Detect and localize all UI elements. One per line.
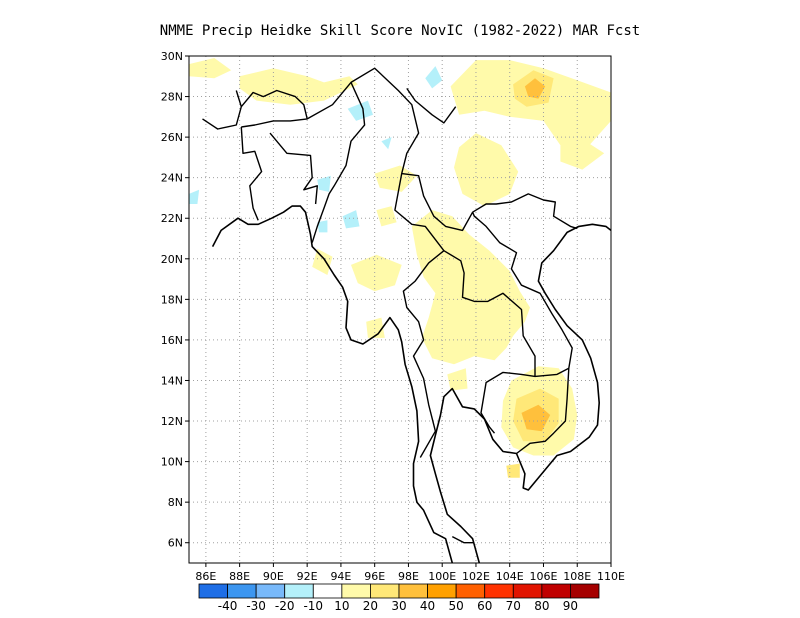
lat-tick-label-16: 16N — [161, 334, 183, 347]
skill-area-20-2 — [506, 463, 520, 478]
colorbar-swatch-13 — [570, 583, 600, 599]
lat-tick-label-20: 20N — [161, 253, 183, 266]
skill-area-neg10-3 — [342, 210, 360, 229]
colorbar-swatch-6 — [370, 583, 400, 599]
skill-area-neg10-0 — [347, 100, 373, 121]
skill-area-10-0 — [239, 68, 358, 105]
skill-area-10-1 — [189, 58, 232, 79]
lon-tick-label-106: 106E — [530, 570, 558, 583]
lat-tick-label-18: 18N — [161, 293, 183, 306]
lon-tick-label-92: 92E — [297, 570, 318, 583]
lon-tick-label-90: 90E — [263, 570, 284, 583]
skill-area-neg10-6 — [381, 137, 392, 150]
skill-area-10-10 — [376, 206, 397, 227]
border-line-1 — [269, 132, 318, 205]
colorbar-label-2: -20 — [275, 599, 295, 613]
skill-area-10-4 — [560, 141, 605, 170]
border-line-0 — [240, 126, 263, 221]
colorbar-label-1: -30 — [246, 599, 266, 613]
lon-tick-label-100: 100E — [428, 570, 456, 583]
skill-area-10-9 — [366, 317, 385, 338]
lon-tick-label-98: 98E — [398, 570, 419, 583]
graticule — [189, 56, 611, 563]
colorbar-swatch-5 — [341, 583, 371, 599]
skill-field-layer — [189, 58, 611, 478]
map-title: NMME Precip Heidke Skill Score NovIC (19… — [160, 23, 640, 39]
skill-area-10-6 — [411, 210, 530, 365]
colorbar-label-6: 30 — [391, 599, 406, 613]
colorbar-swatch-10 — [484, 583, 514, 599]
coastline — [211, 205, 611, 563]
lon-tick-label-108: 108E — [563, 570, 591, 583]
skill-area-30-0 — [524, 78, 546, 99]
colorbar-label-4: 10 — [334, 599, 349, 613]
colorbar-swatch-3 — [284, 583, 314, 599]
skill-area-neg10-1 — [425, 66, 443, 89]
lon-tick-label-94: 94E — [330, 570, 351, 583]
border-line-3 — [311, 82, 366, 243]
skill-area-neg10-2 — [317, 175, 331, 192]
colorbar-swatch-11 — [512, 583, 543, 599]
lon-tick-label-104: 104E — [496, 570, 524, 583]
lat-tick-label-10: 10N — [161, 456, 183, 469]
latitude-ticks: 30N 28N 26N 24N 22N 20N 18N 16N 14N 12N 10N 8N 6N — [161, 50, 189, 550]
lat-tick-label-26: 26N — [161, 131, 183, 144]
lat-tick-label-6: 6N — [168, 537, 183, 550]
colorbar-label-5: 20 — [363, 599, 378, 613]
map-frame — [188, 55, 612, 564]
colorbar-label-0: -40 — [218, 599, 238, 613]
colorbar-swatch-4 — [312, 583, 343, 599]
lat-tick-label-14: 14N — [161, 374, 183, 387]
coastline-0 — [211, 205, 454, 563]
colorbar-label-3: -10 — [303, 599, 323, 613]
border-line-10 — [451, 535, 475, 544]
colorbar-label-7: 40 — [420, 599, 435, 613]
longitude-ticks: 86E 88E 90E 92E 94E 96E 98E 100E 102E 104E 106E 108… — [195, 563, 625, 583]
border-line-7 — [443, 250, 536, 434]
lat-tick-label-30: 30N — [161, 50, 183, 63]
skill-area-10-7 — [351, 254, 402, 292]
colorbar-label-8: 50 — [449, 599, 464, 613]
colorbar-swatch-9 — [455, 583, 486, 599]
colorbar-swatch-12 — [541, 583, 571, 599]
border-line-6 — [394, 173, 445, 458]
lat-tick-label-28: 28N — [161, 91, 183, 104]
lon-tick-label-110: 110E — [597, 570, 625, 583]
border-line-9 — [516, 368, 570, 455]
border-line-8 — [471, 211, 573, 378]
lat-tick-label-24: 24N — [161, 172, 183, 185]
border-line-2 — [241, 67, 578, 232]
lon-tick-label-86: 86E — [195, 570, 216, 583]
skill-area-neg10-4 — [317, 220, 328, 233]
border-line-4 — [202, 89, 308, 130]
colorbar-label-12: 90 — [563, 599, 578, 613]
border-line-11 — [406, 88, 457, 124]
lat-tick-label-22: 22N — [161, 212, 183, 225]
skill-area-10-8 — [312, 248, 333, 275]
colorbar-swatch-1 — [227, 583, 257, 599]
lon-tick-label-88: 88E — [229, 570, 250, 583]
border-line-5 — [235, 90, 242, 107]
lat-tick-label-8: 8N — [168, 496, 183, 509]
colorbar-swatch-8 — [427, 583, 457, 599]
lat-tick-label-12: 12N — [161, 415, 183, 428]
skill-area-10-5 — [374, 165, 417, 192]
colorbar-swatch-2 — [255, 583, 286, 599]
colorbar-label-9: 60 — [477, 599, 492, 613]
skill-area-neg10-5 — [189, 189, 200, 204]
skill-area-10-3 — [454, 133, 519, 207]
colorbar-label-11: 80 — [534, 599, 549, 613]
colorbar: -40 -30 -20 -10 10 20 30 40 50 60 70 80 90 — [198, 583, 600, 613]
lon-tick-label-96: 96E — [364, 570, 385, 583]
lon-tick-label-102: 102E — [462, 570, 490, 583]
colorbar-label-10: 70 — [506, 599, 521, 613]
map-background — [189, 56, 611, 563]
colorbar-swatch-7 — [398, 583, 428, 599]
country-borders — [202, 67, 578, 544]
skill-area-10-12 — [447, 368, 468, 391]
coastline-1 — [429, 223, 611, 563]
colorbar-swatch-0 — [198, 583, 228, 599]
